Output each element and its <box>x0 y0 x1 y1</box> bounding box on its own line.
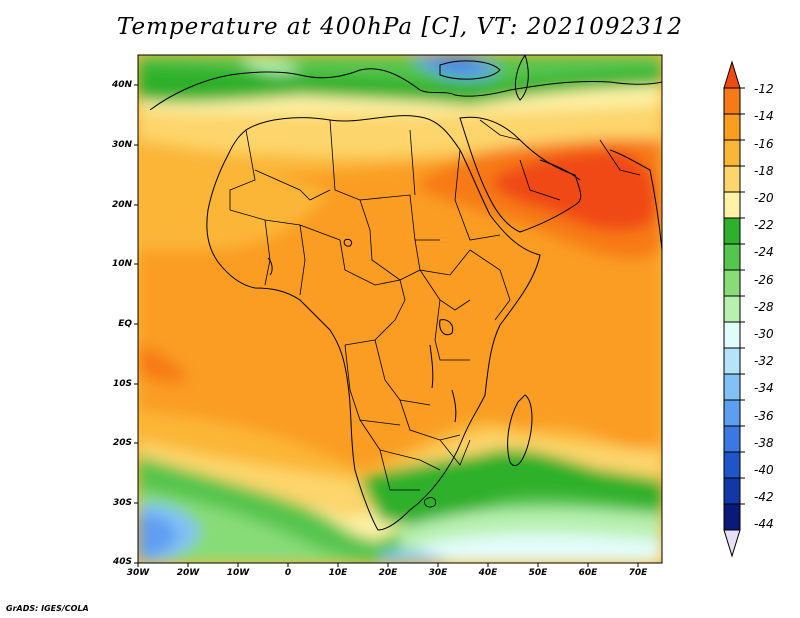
colorbar-label: -22 <box>754 218 774 232</box>
y-tick-label: 20N <box>111 200 132 210</box>
colorbar-band <box>723 503 741 531</box>
x-tick-label: 30W <box>126 568 150 578</box>
colorbar-label: -44 <box>754 517 774 531</box>
persian-gulf-coastline <box>539 159 581 181</box>
lake-malawi <box>451 389 457 423</box>
colorbar-label: -40 <box>754 463 774 477</box>
axis-ticks <box>134 84 639 567</box>
x-tick-label: 10W <box>226 568 250 578</box>
x-tick-label: 0 <box>284 568 292 578</box>
chart-title: Temperature at 400hPa [C], VT: 202109231… <box>116 14 684 40</box>
colorbar-label: -18 <box>754 164 774 178</box>
colorbar-band <box>723 295 741 323</box>
colorbar-band <box>723 87 741 115</box>
temperature-field <box>138 55 662 563</box>
colorbar-band <box>723 243 741 271</box>
madagascar-coastline <box>507 394 533 467</box>
colorbar-band <box>723 451 741 479</box>
country-borders <box>229 119 641 508</box>
colorbar-band <box>723 399 741 427</box>
x-tick-label: 20E <box>378 568 398 578</box>
colorbar-label: -30 <box>754 327 774 341</box>
y-tick-label: 30N <box>111 140 132 150</box>
x-tick-label: 60E <box>578 568 598 578</box>
y-tick-label: 30S <box>112 498 132 508</box>
colorbar-band <box>723 477 741 505</box>
colorbar-band <box>723 139 741 167</box>
colorbar-label: -36 <box>754 409 774 423</box>
colorbar-top-triangle <box>723 60 741 89</box>
colorbar-label: -28 <box>754 300 774 314</box>
colorbar-band <box>723 217 741 245</box>
colorbar-label: -32 <box>754 354 774 368</box>
colorbar-label: -26 <box>754 273 774 287</box>
lake-volta <box>267 257 273 276</box>
colorbar-band <box>723 347 741 375</box>
y-tick-label: 20S <box>112 438 132 448</box>
colorbar-label: -12 <box>754 82 774 96</box>
colorbar-band <box>723 191 741 219</box>
lake-tanganyika <box>429 344 434 389</box>
colorbar-band <box>723 269 741 297</box>
y-tick-label: 40S <box>112 557 132 567</box>
europe-coastline <box>149 68 662 111</box>
colorbar-band <box>723 113 741 141</box>
y-tick-label: 10S <box>112 379 132 389</box>
x-tick-label: 10E <box>328 568 348 578</box>
y-tick-label: 40N <box>111 80 132 90</box>
colorbar-label: -20 <box>754 191 774 205</box>
y-tick-label: EQ <box>118 319 132 329</box>
black-sea-coastline <box>439 60 501 80</box>
colorbar-label: -34 <box>754 381 774 395</box>
x-tick-label: 30E <box>428 568 448 578</box>
caspian-coastline <box>514 55 529 101</box>
lake-victoria <box>439 319 454 336</box>
colorbar-band <box>723 425 741 453</box>
plot-frame <box>137 54 663 564</box>
x-tick-label: 40E <box>478 568 498 578</box>
india-coastline <box>609 149 662 251</box>
colorbar-label: -16 <box>754 137 774 151</box>
colorbar-label: -42 <box>754 490 774 504</box>
x-tick-label: 70E <box>628 568 648 578</box>
x-tick-label: 50E <box>528 568 548 578</box>
colorbar-label: -38 <box>754 436 774 450</box>
colorbar-label: -14 <box>754 109 774 123</box>
credit-text: GrADS: IGES/COLA <box>6 604 89 613</box>
lake-chad <box>343 239 353 247</box>
colorbar-band <box>723 373 741 401</box>
colorbar-label: -24 <box>754 245 774 259</box>
colorbar-bottom-triangle <box>723 529 741 558</box>
x-tick-label: 20W <box>176 568 200 578</box>
colorbar-band <box>723 321 741 349</box>
y-tick-label: 10N <box>111 259 132 269</box>
colorbar-band <box>723 165 741 193</box>
